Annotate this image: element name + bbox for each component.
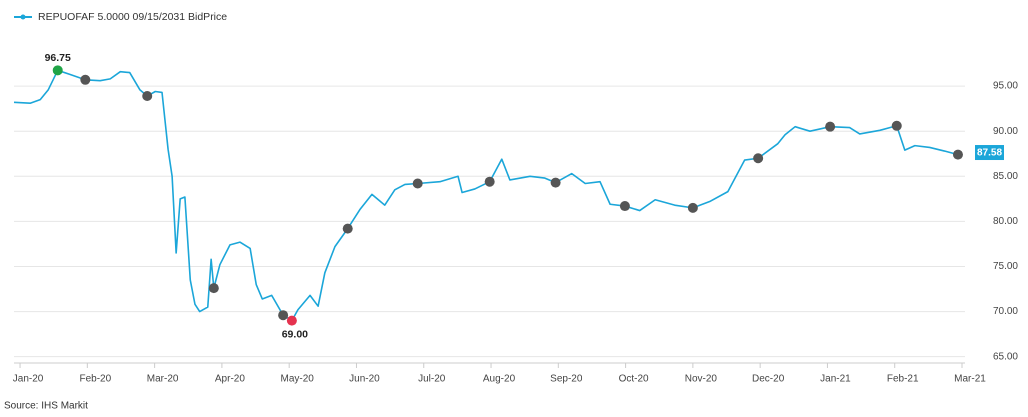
source-note: Source: IHS Markit	[4, 401, 88, 412]
high-label: 96.75	[45, 52, 71, 64]
event-marker	[952, 149, 963, 160]
x-tick-label: Mar-20	[147, 374, 179, 385]
y-tick-label: 95.00	[993, 81, 1018, 92]
y-tick-label: 70.00	[993, 306, 1018, 317]
x-tick-label: Oct-20	[619, 374, 649, 385]
y-tick-label: 80.00	[993, 216, 1018, 227]
y-tick-label: 90.00	[993, 126, 1018, 137]
x-tick-label: Dec-20	[752, 374, 785, 385]
event-marker	[412, 178, 423, 189]
x-tick-label: Nov-20	[685, 374, 718, 385]
event-marker	[687, 202, 698, 213]
x-tick-label: Feb-21	[887, 374, 919, 385]
last-value-label: 87.58	[977, 148, 1002, 159]
x-tick-label: Feb-20	[79, 374, 111, 385]
price-line	[13, 69, 963, 322]
x-tick-label: Sep-20	[550, 374, 583, 385]
legend-swatch-dot	[20, 14, 26, 20]
x-tick-label: Jul-20	[418, 374, 446, 385]
event-marker	[278, 310, 289, 321]
y-tick-label: 85.00	[993, 171, 1018, 182]
event-marker	[208, 283, 219, 294]
event-marker	[619, 201, 630, 212]
event-marker	[484, 176, 495, 187]
legend-label: REPUOFAF 5.0000 09/15/2031 BidPrice	[38, 11, 227, 23]
x-tick-label: Jan-21	[820, 374, 851, 385]
x-tick-label: Mar-21	[954, 374, 986, 385]
event-marker	[825, 121, 836, 132]
x-tick-label: May-20	[281, 374, 315, 385]
x-tick-label: Jun-20	[349, 374, 380, 385]
high-marker	[52, 65, 63, 76]
event-marker	[753, 153, 764, 164]
low-label: 69.00	[282, 328, 308, 340]
y-tick-label: 75.00	[993, 261, 1018, 272]
low-marker	[286, 315, 297, 326]
last-value-box	[975, 145, 1004, 161]
event-marker	[80, 74, 91, 85]
event-marker	[142, 91, 153, 102]
event-marker	[342, 223, 353, 234]
x-tick-label: Jan-20	[13, 374, 44, 385]
y-tick-label: 65.00	[993, 351, 1018, 362]
event-marker	[891, 120, 902, 131]
x-tick-label: Aug-20	[483, 374, 516, 385]
x-tick-label: Apr-20	[215, 374, 245, 385]
event-marker	[550, 177, 561, 188]
